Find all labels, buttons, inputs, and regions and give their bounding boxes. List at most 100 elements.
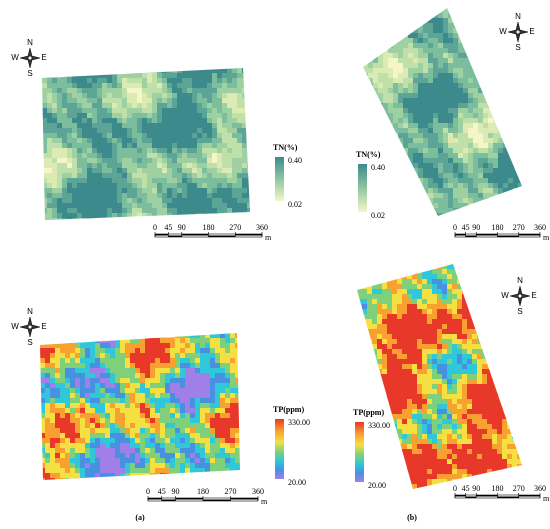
map-cell xyxy=(160,343,166,349)
map-cell xyxy=(92,188,98,194)
scale-bar-segment xyxy=(465,235,477,237)
map-cell xyxy=(57,168,63,174)
map-cell xyxy=(397,319,403,325)
map-cell xyxy=(182,103,188,109)
map-cell xyxy=(512,359,518,365)
map-cell xyxy=(95,448,101,454)
map-cell xyxy=(162,103,168,109)
map-cell xyxy=(492,344,498,350)
map-cell xyxy=(127,158,133,164)
compass-s: S xyxy=(515,43,520,52)
map-cell xyxy=(177,178,183,184)
map-cell xyxy=(467,399,473,405)
map-cell xyxy=(462,364,468,370)
map-cell xyxy=(423,193,429,199)
map-cell xyxy=(110,473,116,479)
map-cell xyxy=(185,408,191,414)
map-cell xyxy=(80,398,86,404)
map-cell xyxy=(195,423,201,429)
map-cell xyxy=(207,148,213,154)
map-cell xyxy=(432,379,438,385)
map-cell xyxy=(167,203,173,209)
map-cell xyxy=(442,369,448,375)
map-cell xyxy=(388,58,394,64)
map-cell xyxy=(478,118,484,124)
map-cell xyxy=(60,363,66,369)
map-cell xyxy=(407,344,413,350)
map-cell xyxy=(87,133,93,139)
map-cell xyxy=(62,78,68,84)
map-cell xyxy=(412,309,418,315)
map-cell xyxy=(453,28,459,34)
map-cell xyxy=(127,183,133,189)
map-cell xyxy=(207,183,213,189)
map-cell xyxy=(368,183,374,189)
map-cell xyxy=(472,304,478,310)
map-cell xyxy=(45,478,51,480)
map-cell xyxy=(432,329,438,335)
map-cell xyxy=(498,133,504,139)
map-cell xyxy=(242,123,248,129)
map-cell xyxy=(468,123,474,129)
map-cell xyxy=(403,148,409,154)
map-cell xyxy=(498,108,504,114)
map-cell xyxy=(413,113,419,119)
map-cell xyxy=(197,188,203,194)
map-cell xyxy=(472,369,478,375)
map-cell xyxy=(67,208,73,214)
map-cell xyxy=(132,158,138,164)
map-cell xyxy=(187,68,193,74)
map-cell xyxy=(65,448,71,454)
map-cell xyxy=(423,93,429,99)
map-cell xyxy=(438,153,444,159)
map-cell xyxy=(70,348,76,354)
map-cell xyxy=(195,463,201,469)
map-cell xyxy=(383,63,389,69)
map-cell xyxy=(217,183,223,189)
map-cell xyxy=(160,428,166,434)
map-cell xyxy=(235,438,240,444)
map-cell xyxy=(518,168,522,174)
map-cell xyxy=(92,168,98,174)
map-cell xyxy=(502,394,508,400)
map-cell xyxy=(52,93,58,99)
map-cell xyxy=(477,309,483,315)
map-cell xyxy=(232,128,238,134)
map-cell xyxy=(493,123,499,129)
map-cell xyxy=(518,133,522,139)
map-cell xyxy=(170,348,176,354)
map-cell xyxy=(102,83,108,89)
map-cell xyxy=(105,338,111,344)
map-cell xyxy=(483,108,489,114)
map-cell xyxy=(418,173,424,179)
map-cell xyxy=(220,368,226,374)
map-cell xyxy=(57,203,63,209)
map-cell xyxy=(137,198,143,204)
map-cell xyxy=(175,383,181,389)
map-cell xyxy=(217,108,223,114)
map-cell xyxy=(367,384,373,390)
map-cell xyxy=(247,208,250,214)
map-cell xyxy=(363,113,369,119)
map-cell xyxy=(207,133,213,139)
map-cell xyxy=(468,198,474,204)
map-cell xyxy=(438,168,444,174)
map-cell xyxy=(205,413,211,419)
map-cell xyxy=(442,364,448,370)
map-cell xyxy=(438,133,444,139)
map-cell xyxy=(60,428,66,434)
map-cell xyxy=(502,399,508,405)
map-cell xyxy=(220,353,226,359)
map-cell xyxy=(428,48,434,54)
map-cell xyxy=(130,358,136,364)
map-cell xyxy=(235,363,240,369)
map-cell xyxy=(90,438,96,444)
map-cell xyxy=(512,289,518,295)
map-cell xyxy=(387,269,393,275)
map-cell xyxy=(77,188,83,194)
compass-w: W xyxy=(11,322,19,331)
map-cell xyxy=(205,363,211,369)
map-cell xyxy=(60,388,66,394)
map-cell xyxy=(222,133,228,139)
map-cell xyxy=(377,329,383,335)
